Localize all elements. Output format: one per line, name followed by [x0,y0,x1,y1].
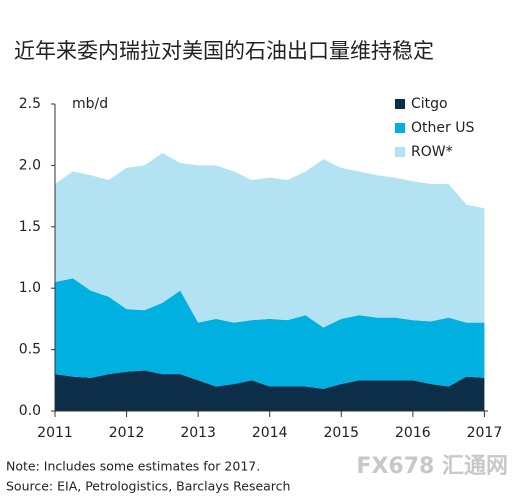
y-tick-label: 0.5 [19,342,41,358]
area [55,278,485,389]
y-unit: mb/d [72,96,108,112]
note: Source: EIA, Petrologistics, Barclays Re… [6,479,290,494]
note: Note: Includes some estimates for 2017. [6,459,260,474]
legend-label: Other US [411,120,474,136]
legend-swatch [395,99,405,109]
legend-label: Citgo [411,96,448,112]
y-tick-label: 0.0 [19,403,41,419]
x-tick-label: 2012 [109,425,145,441]
y-tick-label: 2.0 [19,157,41,173]
x-tick-label: 2016 [395,425,431,441]
x-tick-label: 2015 [323,425,359,441]
area [55,370,485,411]
area [55,153,485,328]
legend-swatch [395,147,405,157]
y-tick-label: 1.5 [19,219,41,235]
x-tick-label: 2017 [467,425,503,441]
watermark: FX678 汇通网 [356,454,508,479]
legend-swatch [395,123,405,133]
x-tick-label: 2013 [180,425,216,441]
y-tick-label: 1.0 [19,280,41,296]
x-tick-label: 2011 [37,425,73,441]
chart-title: 近年来委内瑞拉对美国的石油出口量维持稳定 [14,39,434,63]
legend-label: ROW* [411,144,453,160]
y-tick-label: 2.5 [19,96,41,112]
x-tick-label: 2014 [252,425,288,441]
